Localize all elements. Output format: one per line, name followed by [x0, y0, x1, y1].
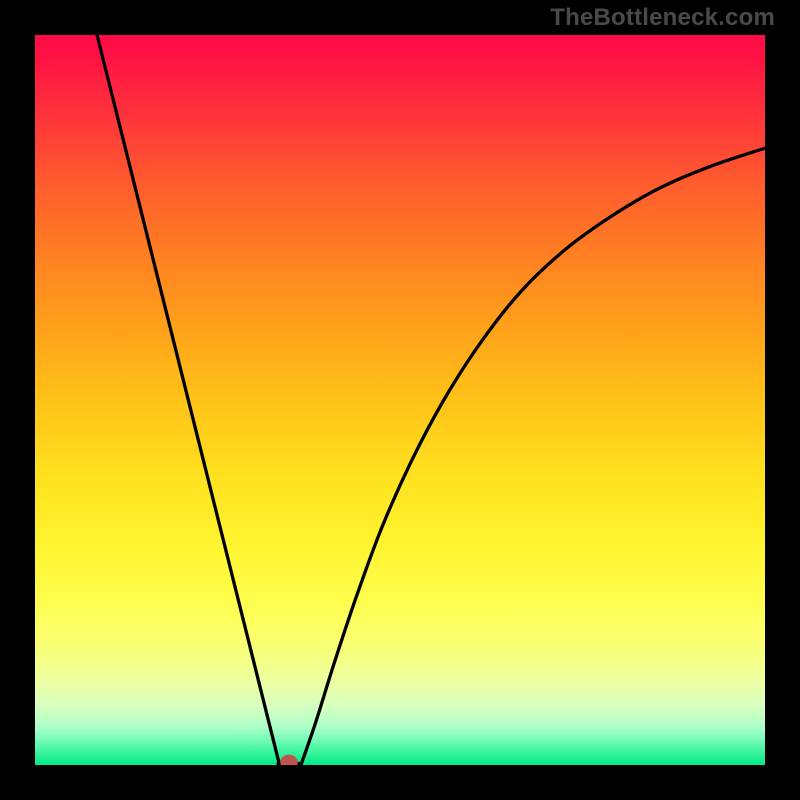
chart-background-gradient	[35, 35, 765, 765]
chart-plot-area	[35, 35, 765, 765]
watermark-label: TheBottleneck.com	[550, 4, 775, 32]
